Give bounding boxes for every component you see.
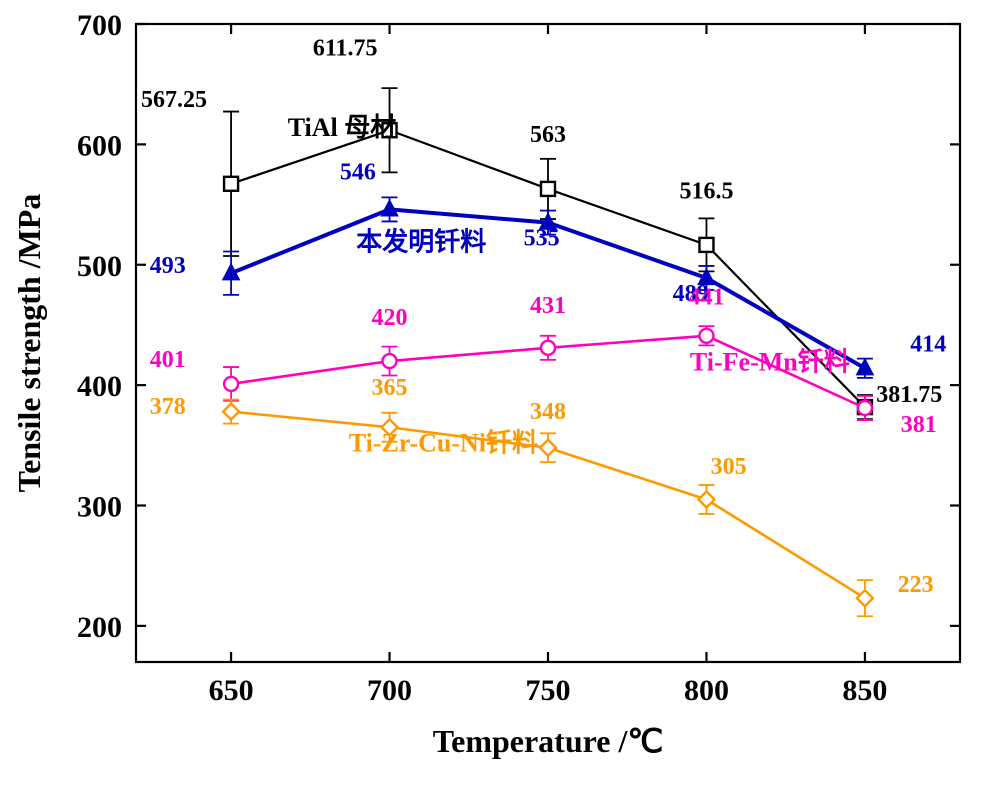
marker-circle (541, 341, 555, 355)
marker-circle (383, 354, 397, 368)
data-label-tial-base: 611.75 (313, 35, 378, 61)
data-label-tial-base: 516.5 (679, 179, 733, 205)
marker-circle (699, 329, 713, 343)
y-tick-label: 200 (77, 611, 122, 644)
x-tick-label: 650 (209, 674, 254, 707)
data-label-invention-filler: 546 (340, 159, 376, 185)
data-label-ti-zr-cu-ni: 365 (372, 375, 408, 401)
data-label-invention-filler: 493 (150, 253, 186, 279)
chart-svg: 650 700 750 800 850 200 300 400 500 600 700 Tempera… (0, 0, 1000, 789)
marker-square (224, 177, 238, 191)
series-legend-ti-zr-cu-ni: Ti-Zr-Cu-Ni钎料 (349, 427, 538, 457)
marker-circle (858, 401, 872, 415)
y-tick-label: 700 (77, 9, 122, 42)
data-label-tial-base: 563 (530, 122, 566, 148)
y-tick-label: 600 (77, 129, 122, 162)
x-tick-label: 750 (526, 674, 571, 707)
data-label-ti-fe-mn: 401 (150, 347, 186, 373)
x-axis-label: Temperature /℃ (433, 723, 664, 759)
data-label-invention-filler: 535 (524, 225, 560, 251)
data-label-ti-fe-mn: 381 (901, 412, 937, 438)
y-tick-label: 300 (77, 491, 122, 524)
data-label-tial-base: 381.75 (876, 382, 942, 408)
marker-circle (224, 377, 238, 391)
data-label-ti-zr-cu-ni: 223 (898, 572, 934, 598)
data-label-ti-zr-cu-ni: 305 (711, 454, 747, 480)
series-legend-tial-base: TiAl 母材 (288, 113, 397, 142)
data-label-invention-filler: 414 (910, 331, 946, 357)
marker-square (541, 182, 555, 196)
data-label-ti-zr-cu-ni: 348 (530, 399, 566, 425)
y-tick-label: 500 (77, 250, 122, 283)
y-axis-label: Tensile strength /MPa (11, 194, 47, 493)
data-label-ti-fe-mn: 420 (372, 305, 408, 331)
data-label-ti-zr-cu-ni: 378 (150, 394, 186, 420)
data-label-ti-fe-mn: 431 (530, 293, 566, 319)
series-legend-invention-filler: 本发明钎料 (356, 226, 486, 256)
x-tick-label: 850 (842, 674, 887, 707)
tensile-strength-chart: 650 700 750 800 850 200 300 400 500 600 700 Tempera… (0, 0, 1000, 789)
marker-square (699, 238, 713, 252)
data-label-ti-fe-mn: 441 (688, 284, 724, 310)
y-tick-label: 400 (77, 370, 122, 403)
data-label-tial-base: 567.25 (141, 87, 207, 113)
x-tick-label: 700 (367, 674, 412, 707)
series-legend-ti-fe-mn: Ti-Fe-Mn钎料 (690, 347, 850, 377)
x-tick-label: 800 (684, 674, 729, 707)
